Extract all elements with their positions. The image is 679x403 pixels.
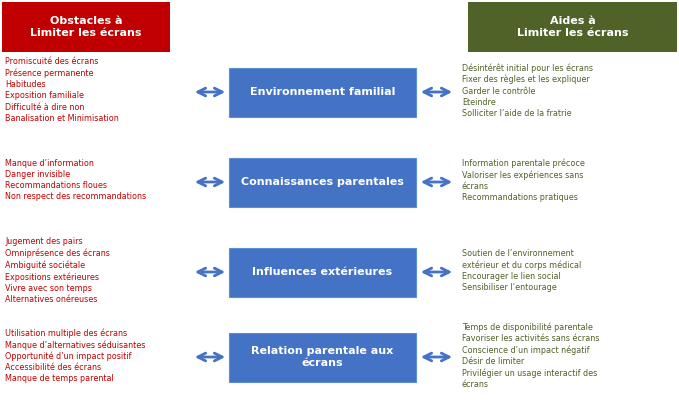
FancyBboxPatch shape [229, 247, 416, 297]
Text: Temps de disponibilité parentale
Favoriser les activités sans écrans
Conscience : Temps de disponibilité parentale Favoris… [462, 322, 600, 389]
Text: Obstacles à
Limiter les écrans: Obstacles à Limiter les écrans [31, 16, 142, 38]
Text: Soutien de l’environnement
extérieur et du corps médical
Encourager le lien soci: Soutien de l’environnement extérieur et … [462, 249, 581, 292]
FancyBboxPatch shape [2, 2, 170, 52]
Text: Aides à
Limiter les écrans: Aides à Limiter les écrans [517, 16, 628, 38]
Text: Connaissances parentales: Connaissances parentales [241, 177, 404, 187]
Text: Jugement des pairs
Omniprésence des écrans
Ambiguité sociétale
Expositions extér: Jugement des pairs Omniprésence des écra… [5, 237, 110, 304]
FancyBboxPatch shape [468, 2, 677, 52]
FancyBboxPatch shape [229, 332, 416, 382]
Text: Désintérêt initial pour les écrans
Fixer des règles et les expliquer
Garder le c: Désintérêt initial pour les écrans Fixer… [462, 63, 593, 118]
Text: Influences extérieures: Influences extérieures [253, 267, 392, 277]
Text: Manque d’information
Danger invisible
Recommandations floues
Non respect des rec: Manque d’information Danger invisible Re… [5, 159, 146, 202]
Text: Relation parentale aux
écrans: Relation parentale aux écrans [251, 346, 394, 368]
Text: Environnement familial: Environnement familial [250, 87, 395, 97]
Text: Information parentale précoce
Valoriser les expériences sans
écrans
Recommandati: Information parentale précoce Valoriser … [462, 159, 585, 202]
Text: Utilisation multiple des écrans
Manque d’alternatives séduisantes
Opportunité d’: Utilisation multiple des écrans Manque d… [5, 328, 145, 383]
FancyBboxPatch shape [229, 67, 416, 116]
FancyBboxPatch shape [229, 158, 416, 206]
Text: Promiscuité des écrans
Présence permanente
Habitudes
Exposition familiale
Diffic: Promiscuité des écrans Présence permanen… [5, 58, 119, 123]
